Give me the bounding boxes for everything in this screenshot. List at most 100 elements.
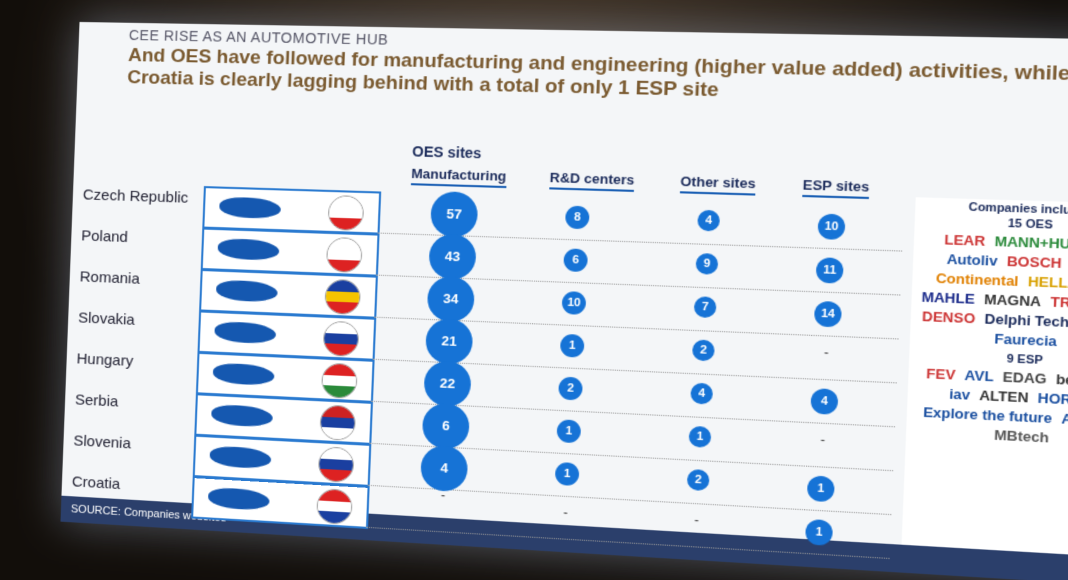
value-circle: 8: [564, 205, 590, 230]
value-circle: 6: [421, 402, 471, 451]
value-circle: 1: [554, 461, 580, 487]
cell: 1: [548, 333, 596, 358]
country-map: [212, 362, 275, 386]
column-header: Manufacturing: [410, 165, 507, 189]
cell: 7: [680, 296, 729, 319]
cell: 2: [546, 376, 594, 401]
value-circle: 1: [806, 475, 835, 503]
column-header: Other sites: [679, 173, 756, 196]
company-logo: AVL: [964, 367, 994, 385]
flag-stripe: [328, 217, 363, 230]
value-dash: -: [694, 512, 700, 528]
cell: 1: [675, 425, 724, 449]
value-circle: 34: [426, 275, 476, 323]
value-circle: 57: [429, 191, 479, 238]
flag-stripe: [318, 469, 353, 482]
value-dash: -: [820, 432, 826, 448]
value-dash: -: [440, 487, 446, 503]
flag: [322, 320, 360, 358]
cell: 34: [426, 275, 476, 323]
value-dash: -: [823, 344, 829, 361]
value-dash: -: [563, 505, 569, 520]
cell: 4: [799, 388, 850, 416]
company-logo: Explore the future: [922, 403, 1053, 427]
flag-stripe: [320, 427, 355, 440]
section-label: CEE RISE AS AN AUTOMOTIVE HUB: [128, 26, 389, 48]
cell: 10: [806, 213, 857, 240]
flag: [324, 278, 362, 316]
cell: 10: [550, 291, 598, 316]
value-circle: 4: [690, 382, 714, 405]
value-circle: 1: [556, 419, 582, 444]
value-circle: 4: [697, 209, 721, 232]
value-circle: 14: [813, 300, 842, 328]
cell: 1: [543, 461, 591, 487]
column-header: R&D centers: [549, 169, 635, 192]
flag: [325, 236, 363, 274]
value-circle: 10: [561, 291, 587, 315]
company-logo: HELLA: [1027, 273, 1068, 292]
company-logo: MBtech: [993, 426, 1050, 446]
country-map: [211, 404, 274, 428]
value-circle: 2: [691, 339, 715, 362]
value-circle: 7: [693, 296, 717, 319]
value-circle: 22: [423, 360, 472, 408]
country-box: [202, 186, 382, 235]
cell: 6: [551, 248, 600, 273]
company-logo: iav: [948, 385, 971, 403]
cell: 4: [684, 209, 734, 232]
cell: 11: [804, 257, 855, 284]
value-circle: 9: [695, 252, 719, 275]
value-circle: 10: [817, 213, 846, 240]
value-circle: 21: [424, 317, 474, 366]
cell: 14: [803, 300, 854, 328]
company-logo: ALTRAN: [1060, 410, 1068, 430]
cell: -: [801, 344, 851, 361]
value-circle: 4: [420, 444, 469, 493]
cell: 21: [424, 317, 474, 366]
cell: 2: [679, 339, 728, 362]
country-map: [219, 196, 282, 219]
flag: [317, 446, 355, 483]
country-name: Romania: [79, 268, 141, 288]
slide-title: And OES have followed for manufacturing …: [126, 44, 1068, 102]
country-name: Serbia: [74, 391, 119, 411]
company-logo: Delphi Technologies: [984, 310, 1068, 333]
value-circle: 11: [815, 257, 844, 284]
flag-stripe: [323, 343, 358, 357]
country-name: Slovakia: [77, 309, 136, 329]
company-logo: TRW: [1050, 293, 1068, 312]
company-logo: MAGNA: [983, 291, 1042, 310]
country-name: Czech Republic: [82, 186, 189, 207]
company-logo: HORIBA: [1037, 389, 1068, 409]
cell: -: [420, 487, 467, 504]
flag-stripe: [325, 301, 360, 315]
flag-stripe: [322, 385, 356, 398]
cell: -: [672, 511, 721, 529]
company-logo: ALTEN: [978, 387, 1029, 406]
cell: 8: [553, 205, 602, 230]
company-logo: EDAG: [1002, 368, 1047, 387]
value-circle: 2: [686, 468, 710, 492]
flag-stripe: [327, 259, 361, 273]
cell: 22: [423, 360, 472, 408]
company-logo: BOSCH: [1006, 253, 1062, 272]
value-circle: 1: [805, 518, 834, 546]
cell: 57: [429, 191, 479, 238]
esp-logos: FEV AVL EDAG bertrandt iav ALTEN HORIBA Explore…: [906, 361, 1068, 453]
value-circle: 43: [428, 233, 477, 281]
companies-panel: Companies included 15 OES LEAR MANN+HUMME…: [901, 197, 1068, 565]
group-header: OES sites: [411, 143, 482, 162]
company-logo: Faurecia: [994, 330, 1058, 350]
flag-stripe: [317, 511, 351, 524]
country-name: Croatia: [71, 473, 121, 494]
flag: [321, 362, 358, 400]
country-name: Hungary: [76, 350, 134, 371]
flag: [327, 195, 365, 231]
flag: [319, 404, 357, 441]
value-circle: 1: [559, 333, 585, 358]
country-map: [217, 238, 280, 261]
country-name: Slovenia: [73, 432, 132, 453]
